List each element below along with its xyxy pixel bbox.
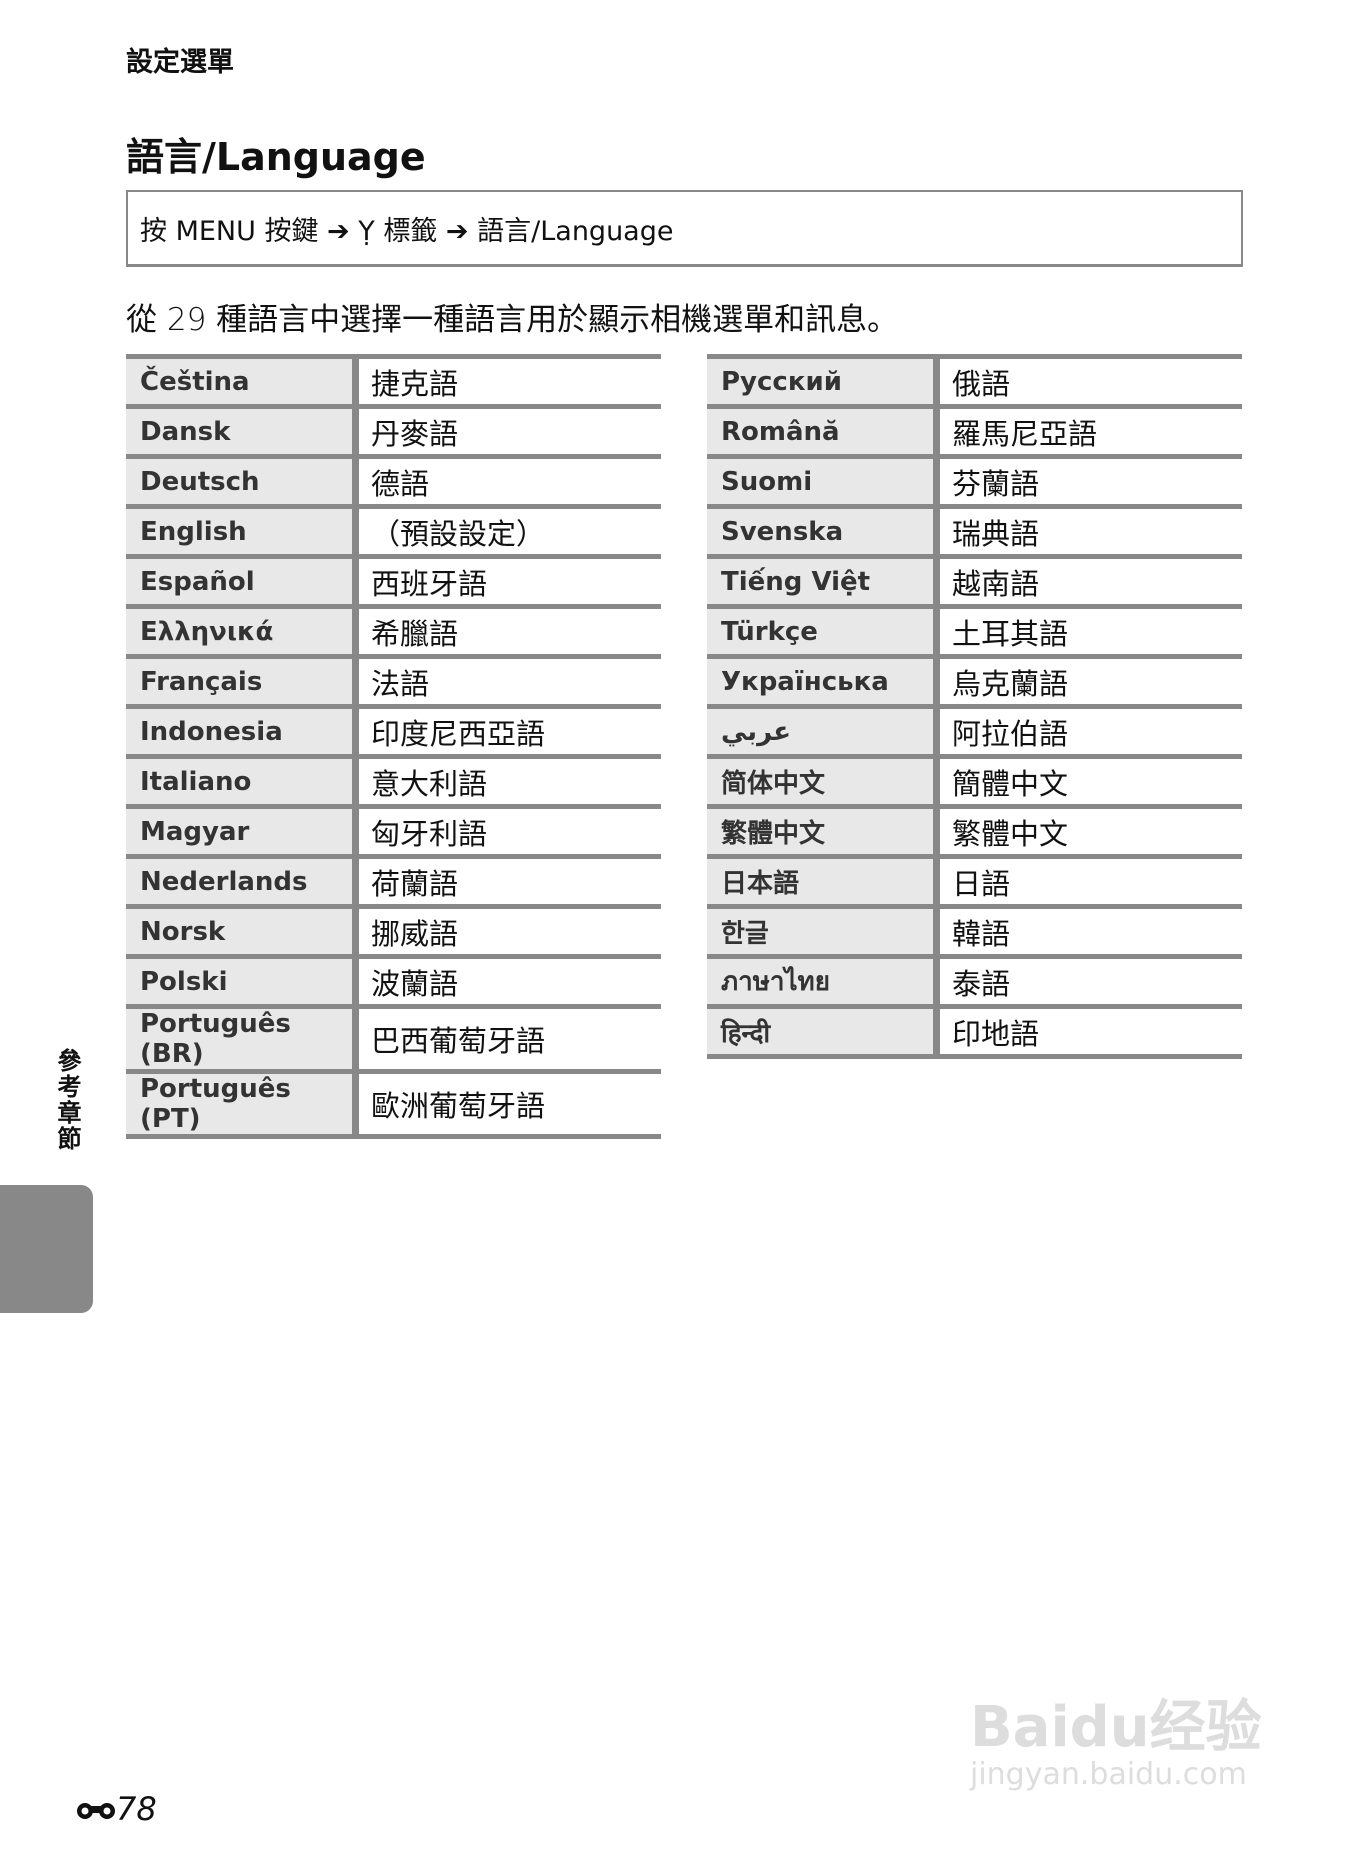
language-name: Français	[126, 654, 359, 707]
language-translation: 阿拉伯語	[936, 704, 1242, 757]
language-name: Deutsch	[126, 454, 359, 507]
language-name: Norsk	[126, 904, 359, 957]
language-translation: 匈牙利語	[355, 804, 661, 857]
table-row: Português (BR) 巴西葡萄牙語	[126, 1004, 661, 1072]
page-title: 語言/Language	[126, 135, 426, 179]
language-translation: 希臘語	[355, 604, 661, 657]
table-row: عربي 阿拉伯語	[707, 704, 1242, 757]
language-translation: 德語	[355, 454, 661, 507]
table-row: Español 西班牙語	[126, 554, 661, 607]
table-row: Italiano 意大利語	[126, 754, 661, 807]
language-name: Português (PT)	[126, 1069, 359, 1139]
language-translation: 簡體中文	[936, 754, 1242, 807]
language-name: Ελληνικά	[126, 604, 359, 657]
language-translation: 巴西葡萄牙語	[355, 1004, 661, 1072]
language-name: Українська	[707, 654, 940, 707]
language-name: Indonesia	[126, 704, 359, 757]
table-row: ภาษาไทย 泰語	[707, 954, 1242, 1007]
language-name: 简体中文	[707, 754, 940, 807]
table-row: हिन्दी 印地語	[707, 1004, 1242, 1059]
language-translation: 芬蘭語	[936, 454, 1242, 507]
table-row: Nederlands 荷蘭語	[126, 854, 661, 907]
table-row: Polski 波蘭語	[126, 954, 661, 1007]
language-translation: 捷克語	[355, 354, 661, 407]
language-name: 한글	[707, 904, 940, 957]
language-name: Русский	[707, 354, 940, 407]
language-translation: 日語	[936, 854, 1242, 907]
menu-path: 按 MENU 按鍵 ➔ Ỵ 標籤 ➔ 語言/Language	[140, 215, 674, 247]
table-row: Русский 俄語	[707, 354, 1242, 407]
language-name: English	[126, 504, 359, 557]
language-name: Nederlands	[126, 854, 359, 907]
language-name: Magyar	[126, 804, 359, 857]
language-name: 繁體中文	[707, 804, 940, 857]
language-name: Tiếng Việt	[707, 554, 940, 607]
table-row: Ελληνικά 希臘語	[126, 604, 661, 657]
language-translation: 土耳其語	[936, 604, 1242, 657]
table-row: Norsk 挪威語	[126, 904, 661, 957]
table-row: Suomi 芬蘭語	[707, 454, 1242, 507]
table-row: Română 羅馬尼亞語	[707, 404, 1242, 457]
language-name: Italiano	[126, 754, 359, 807]
language-name: 日本語	[707, 854, 940, 907]
language-name: عربي	[707, 704, 940, 757]
intro-text: 從 29 種語言中選擇一種語言用於顯示相機選單和訊息。	[126, 302, 899, 338]
language-translation: 瑞典語	[936, 504, 1242, 557]
table-row: Українська 烏克蘭語	[707, 654, 1242, 707]
language-translation: 法語	[355, 654, 661, 707]
side-tab-label: 參考章節	[53, 1048, 81, 1152]
language-name: Português (BR)	[126, 1004, 359, 1072]
language-translation: 荷蘭語	[355, 854, 661, 907]
language-name: Svenska	[707, 504, 940, 557]
language-translation: 印度尼西亞語	[355, 704, 661, 757]
section-header: 設定選單	[126, 47, 234, 78]
table-row: Français 法語	[126, 654, 661, 707]
language-translation: 繁體中文	[936, 804, 1242, 857]
page-number: 78	[76, 1790, 157, 1828]
table-row: Svenska 瑞典語	[707, 504, 1242, 557]
table-row: Türkçe 土耳其語	[707, 604, 1242, 657]
language-name: Türkçe	[707, 604, 940, 657]
side-tab	[0, 1185, 93, 1313]
table-row: Tiếng Việt 越南語	[707, 554, 1242, 607]
watermark-logo: Baidu经验 jingyan.baidu.com	[970, 1695, 1262, 1792]
table-row: Magyar 匈牙利語	[126, 804, 661, 857]
table-row: Čeština 捷克語	[126, 354, 661, 407]
language-translation: 越南語	[936, 554, 1242, 607]
language-translation: 西班牙語	[355, 554, 661, 607]
language-translation: 歐洲葡萄牙語	[355, 1069, 661, 1139]
language-translation: 烏克蘭語	[936, 654, 1242, 707]
language-name: Español	[126, 554, 359, 607]
table-row: Português (PT) 歐洲葡萄牙語	[126, 1069, 661, 1139]
table-row: English （預設設定）	[126, 504, 661, 557]
language-table-right: Русский 俄語 Română 羅馬尼亞語 Suomi 芬蘭語 Svenska 瑞典語 Ti…	[707, 354, 1242, 1059]
language-translation: 意大利語	[355, 754, 661, 807]
menu-path-box: 按 MENU 按鍵 ➔ Ỵ 標籤 ➔ 語言/Language	[126, 190, 1243, 267]
table-row: Dansk 丹麥語	[126, 404, 661, 457]
language-name: Suomi	[707, 454, 940, 507]
table-row: Indonesia 印度尼西亞語	[126, 704, 661, 757]
language-name: Čeština	[126, 354, 359, 407]
language-translation: 波蘭語	[355, 954, 661, 1007]
language-translation: 挪威語	[355, 904, 661, 957]
language-translation: 印地語	[936, 1004, 1242, 1059]
language-translation: 泰語	[936, 954, 1242, 1007]
binoculars-icon	[77, 1803, 115, 1819]
language-translation: 丹麥語	[355, 404, 661, 457]
language-table-left: Čeština 捷克語 Dansk 丹麥語 Deutsch 德語 English （預設設定）…	[126, 354, 661, 1139]
table-row: 繁體中文 繁體中文	[707, 804, 1242, 857]
language-name: हिन्दी	[707, 1004, 940, 1059]
table-row: 简体中文 簡體中文	[707, 754, 1242, 807]
table-row: Deutsch 德語	[126, 454, 661, 507]
language-translation: 俄語	[936, 354, 1242, 407]
language-translation: 羅馬尼亞語	[936, 404, 1242, 457]
language-name: Polski	[126, 954, 359, 1007]
table-row: 日本語 日語	[707, 854, 1242, 907]
table-row: 한글 韓語	[707, 904, 1242, 957]
language-name: ภาษาไทย	[707, 954, 940, 1007]
language-name: Dansk	[126, 404, 359, 457]
language-translation: 韓語	[936, 904, 1242, 957]
language-translation: （預設設定）	[355, 504, 661, 557]
language-name: Română	[707, 404, 940, 457]
